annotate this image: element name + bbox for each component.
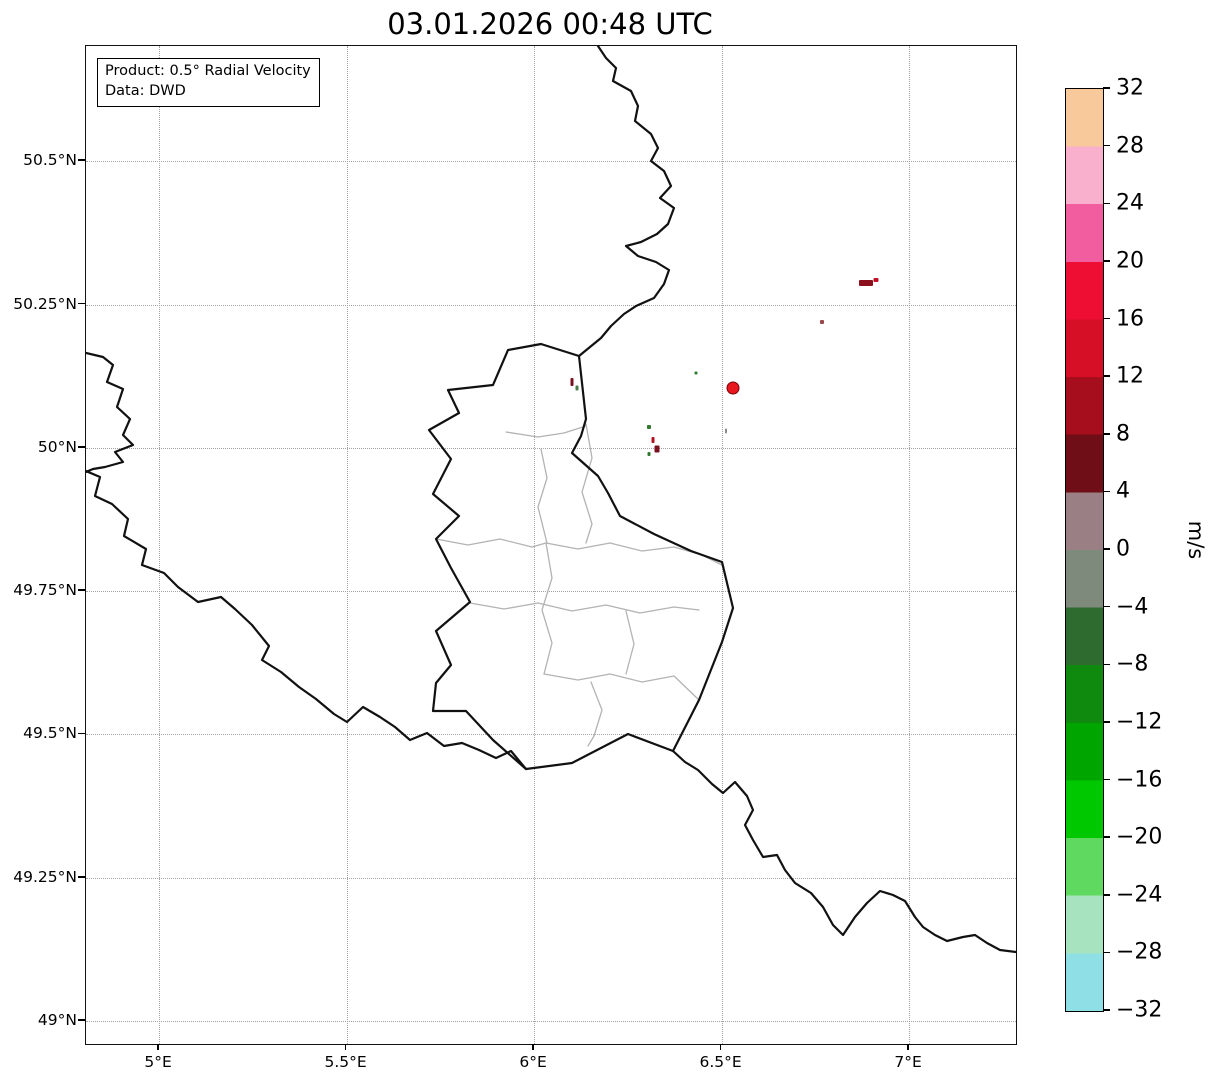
velocity-echo: [725, 428, 728, 434]
velocity-echo: [820, 319, 825, 324]
colorbar-tick-mark: [1103, 433, 1110, 435]
x-tick-mark: [157, 1044, 159, 1050]
colorbar-tick-label: 32: [1116, 75, 1144, 101]
colorbar-tick-label: 4: [1116, 478, 1130, 504]
x-tick-label: 6°E: [519, 1053, 547, 1071]
gridline-horizontal: [86, 734, 1016, 736]
y-tick-mark: [78, 876, 85, 878]
velocity-echo: [873, 278, 879, 283]
canton-borders: [435, 423, 723, 747]
y-tick-label: 49.25°N: [13, 867, 77, 886]
velocity-echo: [694, 371, 698, 375]
y-tick-mark: [78, 589, 85, 591]
x-tick-label: 5.5°E: [324, 1053, 367, 1071]
gridline-vertical: [909, 46, 911, 1044]
gridline-vertical: [346, 46, 348, 1044]
colorbar-tick-mark: [1103, 836, 1110, 838]
colorbar-tick-label: −4: [1116, 594, 1149, 620]
velocity-echo: [654, 445, 660, 453]
colorbar-tick-mark: [1103, 1009, 1110, 1011]
y-tick-mark: [78, 732, 85, 735]
velocity-echo: [651, 436, 655, 443]
colorbar-tick-mark: [1103, 317, 1110, 320]
colorbar: [1065, 88, 1104, 1012]
velocity-echo: [570, 377, 574, 386]
gridline-horizontal: [86, 447, 1016, 449]
velocity-echo: [575, 385, 578, 391]
plot-title: 03.01.2026 00:48 UTC: [387, 7, 713, 41]
colorbar-tick-label: 24: [1116, 190, 1144, 216]
x-tick-label: 5°E: [144, 1053, 172, 1071]
y-tick-label: 49.5°N: [23, 724, 77, 743]
gridline-vertical: [159, 46, 161, 1044]
border-west-loop: [86, 351, 135, 474]
x-tick-mark: [907, 1044, 909, 1050]
gridline-vertical: [721, 46, 723, 1044]
border-france-germany: [671, 749, 1016, 954]
colorbar-tick-label: 16: [1116, 306, 1144, 331]
y-tick-label: 50.25°N: [13, 294, 77, 313]
x-tick-mark: [532, 1044, 534, 1050]
colorbar-tick-mark: [1103, 144, 1110, 147]
colorbar-tick-mark: [1103, 721, 1110, 723]
radar-site-marker: [726, 381, 740, 395]
colorbar-tick-label: −32: [1116, 997, 1163, 1023]
x-tick-mark: [344, 1044, 347, 1050]
y-tick-label: 50°N: [37, 437, 77, 456]
border-belgium-germany: [577, 46, 676, 358]
colorbar-tick-label: 8: [1116, 421, 1130, 447]
map-canvas: [86, 46, 1016, 954]
colorbar-tick-label: 28: [1116, 133, 1144, 159]
y-tick-label: 50.5°N: [23, 151, 77, 170]
colorbar-tick-mark: [1103, 260, 1110, 262]
product-label: Product: 0.5° Radial Velocity: [105, 63, 311, 79]
border-luxembourg: [427, 342, 735, 771]
x-tick-label: 7°E: [894, 1053, 922, 1071]
y-tick-label: 49°N: [37, 1011, 77, 1030]
colorbar-tick-label: −28: [1116, 939, 1163, 965]
velocity-echo: [647, 451, 651, 456]
colorbar-tick-mark: [1103, 202, 1110, 204]
colorbar-tick-label: −12: [1116, 709, 1163, 735]
y-tick-mark: [78, 1019, 85, 1021]
y-tick-mark: [78, 302, 85, 305]
colorbar-tick-mark: [1103, 87, 1110, 89]
product-info-box: Product: 0.5° Radial Velocity Data: DWD: [97, 58, 320, 108]
data-source-label: Data: DWD: [105, 82, 186, 99]
gridline-horizontal: [86, 591, 1016, 593]
colorbar-tick-label: 0: [1116, 536, 1130, 562]
country-borders: [86, 46, 1016, 954]
colorbar-tick-label: 12: [1116, 363, 1144, 389]
gridline-horizontal: [86, 161, 1016, 163]
colorbar-tick-label: −8: [1116, 651, 1149, 677]
gridline-horizontal: [86, 877, 1016, 879]
colorbar-tick-label: 20: [1116, 248, 1144, 274]
gridline-vertical: [534, 46, 536, 1044]
velocity-echo: [647, 425, 652, 430]
y-tick-label: 49.75°N: [13, 581, 77, 600]
colorbar-tick-mark: [1103, 951, 1110, 954]
colorbar-unit-label: m/s: [1184, 520, 1208, 560]
map-plot: Product: 0.5° Radial Velocity Data: DWD: [85, 45, 1017, 1045]
colorbar-tick-mark: [1103, 894, 1110, 896]
gridline-horizontal: [86, 1021, 1016, 1023]
colorbar-tick-mark: [1103, 663, 1110, 665]
colorbar-tick-mark: [1103, 375, 1110, 377]
colorbar-tick-label: −24: [1116, 882, 1163, 908]
y-tick-mark: [78, 446, 85, 448]
colorbar-tick-mark: [1103, 605, 1110, 608]
gridline-horizontal: [86, 304, 1016, 306]
x-tick-mark: [719, 1044, 722, 1050]
colorbar-tick-mark: [1103, 490, 1110, 493]
colorbar-tick-mark: [1103, 548, 1110, 550]
colorbar-tick-mark: [1103, 778, 1110, 781]
colorbar-tick-label: −16: [1116, 767, 1163, 792]
velocity-echo: [859, 280, 873, 287]
y-tick-mark: [78, 159, 85, 161]
x-tick-label: 6.5°E: [699, 1053, 742, 1071]
border-france-west: [86, 469, 528, 771]
colorbar-tick-label: −20: [1116, 824, 1163, 850]
